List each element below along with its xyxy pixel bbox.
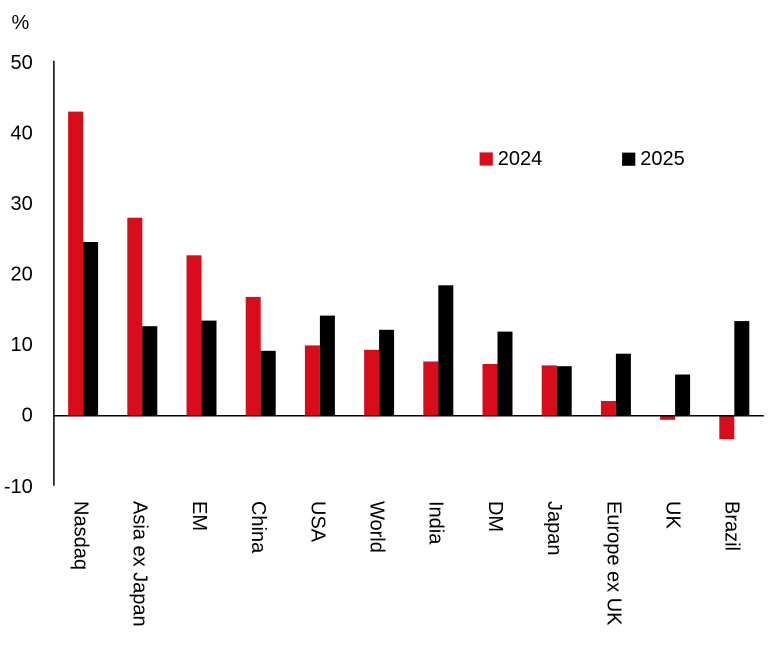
svg-text:India: India (425, 501, 447, 545)
svg-text:China: China (247, 501, 269, 554)
svg-text:10: 10 (11, 334, 33, 356)
svg-text:2024: 2024 (498, 148, 543, 170)
svg-text:2025: 2025 (640, 148, 685, 170)
svg-text:30: 30 (11, 193, 33, 215)
svg-text:Japan: Japan (543, 501, 565, 556)
svg-text:Asia ex Japan: Asia ex Japan (129, 501, 151, 627)
svg-text:20: 20 (11, 264, 33, 286)
svg-text:EM: EM (188, 501, 210, 531)
svg-text:Europe ex UK: Europe ex UK (602, 501, 624, 626)
svg-text:UK: UK (662, 501, 684, 529)
svg-text:50: 50 (11, 52, 33, 74)
svg-text:World: World (366, 501, 388, 553)
svg-text:0: 0 (22, 405, 33, 427)
svg-text:Nasdaq: Nasdaq (70, 501, 92, 570)
svg-text:-10: -10 (4, 476, 33, 498)
svg-text:%: % (12, 12, 30, 34)
svg-text:Brazil: Brazil (721, 501, 743, 551)
svg-text:DM: DM (484, 501, 506, 532)
svg-text:USA: USA (306, 501, 328, 543)
svg-text:40: 40 (11, 123, 33, 145)
